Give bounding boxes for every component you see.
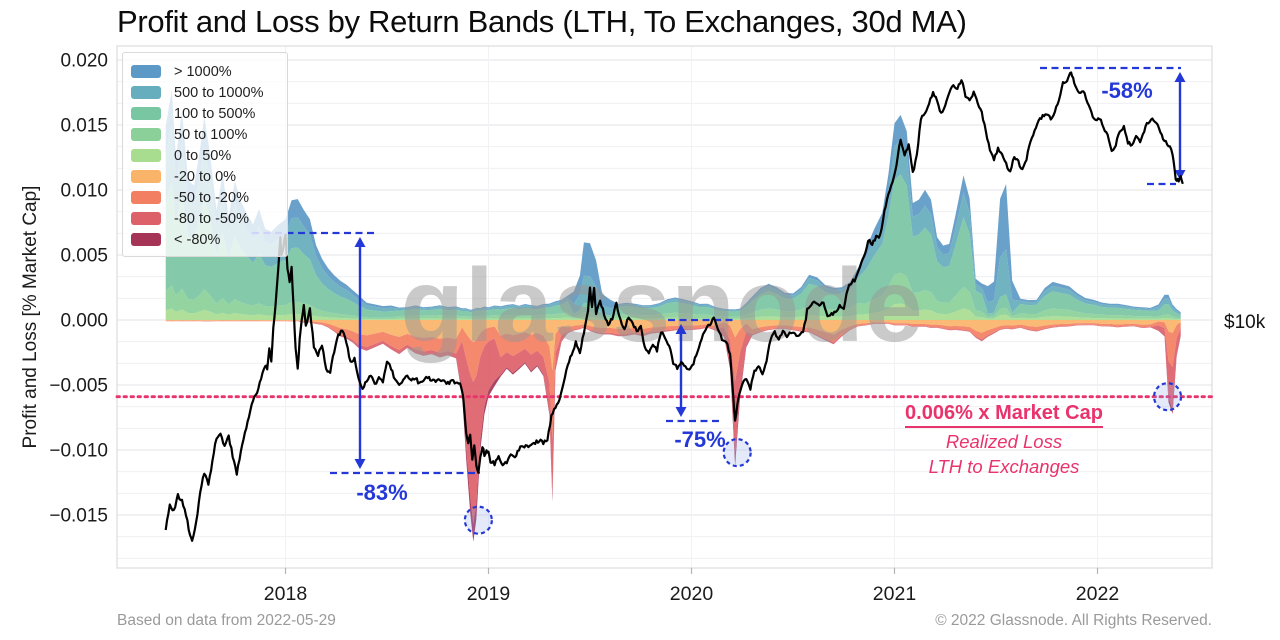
legend-item: -50 to -20%	[131, 187, 279, 208]
x-tick-label: 2019	[467, 583, 510, 605]
x-tick-label: 2021	[873, 583, 916, 605]
legend-swatch	[131, 170, 161, 183]
band-neg-0	[165, 320, 1181, 371]
legend-swatch	[131, 233, 161, 246]
legend-label: 100 to 500%	[174, 105, 256, 122]
realized-loss-title: 0.006% x Market Cap	[905, 402, 1103, 428]
y-tick-label: 0.000	[60, 311, 108, 332]
legend-swatch	[131, 128, 161, 141]
x-tick-label: 2022	[1076, 583, 1119, 605]
plot-border	[116, 45, 1213, 569]
legend-item: 50 to 100%	[131, 124, 279, 145]
legend-item: -20 to 0%	[131, 166, 279, 187]
legend-swatch	[131, 65, 161, 78]
y-tick-label: 0.020	[60, 51, 108, 72]
legend-item: 0 to 50%	[131, 145, 279, 166]
legend-item: > 1000%	[131, 61, 279, 82]
drawdown-label-75: -75%	[674, 427, 726, 452]
band-pos-0	[165, 303, 1181, 320]
legend-label: 50 to 100%	[174, 126, 248, 143]
legend-label: 500 to 1000%	[174, 84, 264, 101]
legend-label: -80 to -50%	[174, 210, 249, 227]
highlight-circle-2	[1152, 382, 1183, 412]
drawdown-annotations	[252, 66, 1186, 475]
legend-swatch	[131, 86, 161, 99]
legend-swatch	[131, 107, 161, 120]
highlight-circle-1	[722, 438, 752, 468]
drawdown-label-83: -83%	[356, 480, 408, 505]
y-tick-label: −0.010	[49, 441, 108, 462]
axis-ticks: 0.020 0.015 0.010 0.005 0.000 −0.005 −0.010 −0.…	[49, 51, 1119, 606]
watermark: glassnode	[400, 248, 923, 364]
drawdown-arrowhead-up-2	[1174, 72, 1186, 82]
realized-loss-annotation: 0.006% x Market Cap Realized Loss LTH to…	[858, 402, 1150, 478]
band-pos-1	[165, 272, 1181, 320]
legend-label: -20 to 0%	[174, 168, 237, 185]
price-line	[164, 71, 1184, 542]
legend: > 1000% 500 to 1000% 100 to 500% 50 to 100%…	[122, 52, 288, 257]
drawdown-arrowhead-down-2	[1174, 170, 1186, 180]
legend-item: < -80%	[131, 229, 279, 250]
legend-swatch	[131, 149, 161, 162]
footer-source: Based on data from 2022-05-29	[117, 612, 336, 629]
y-tick-label: 0.015	[60, 116, 108, 137]
y-tick-label: −0.005	[49, 376, 108, 397]
legend-swatch	[131, 191, 161, 204]
legend-label: < -80%	[174, 231, 221, 248]
legend-label: 0 to 50%	[174, 147, 232, 164]
area-bands	[165, 89, 1181, 542]
legend-label: > 1000%	[174, 63, 232, 80]
drawdown-label-58: -58%	[1101, 78, 1153, 103]
y-tick-label: 0.005	[60, 246, 108, 267]
drawdown-arrowhead-up-0	[354, 237, 366, 247]
x-tick-label: 2018	[264, 583, 307, 605]
legend-item: 100 to 500%	[131, 103, 279, 124]
footer-copyright: © 2022 Glassnode. All Rights Reserved.	[935, 612, 1212, 629]
highlight-circle-0	[463, 505, 493, 535]
drawdown-arrowhead-down-0	[354, 459, 366, 469]
chart-title: Profit and Loss by Return Bands (LTH, To…	[117, 4, 967, 39]
realized-loss-subtitle1: Realized Loss	[945, 431, 1063, 452]
legend-label: -50 to -20%	[174, 189, 249, 206]
y-tick-label: −0.015	[49, 506, 108, 527]
realized-loss-subtitle2: LTH to Exchanges	[928, 456, 1080, 477]
drawdown-arrowhead-up-1	[675, 324, 687, 334]
x-tick-label: 2020	[670, 583, 714, 605]
drawdown-arrowhead-down-1	[675, 407, 687, 417]
price-axis-label: $10k	[1224, 312, 1266, 333]
legend-item: 500 to 1000%	[131, 82, 279, 103]
legend-swatch	[131, 212, 161, 225]
y-tick-label: 0.010	[60, 181, 108, 202]
legend-item: -80 to -50%	[131, 208, 279, 229]
band-pos-2	[165, 174, 1181, 319]
